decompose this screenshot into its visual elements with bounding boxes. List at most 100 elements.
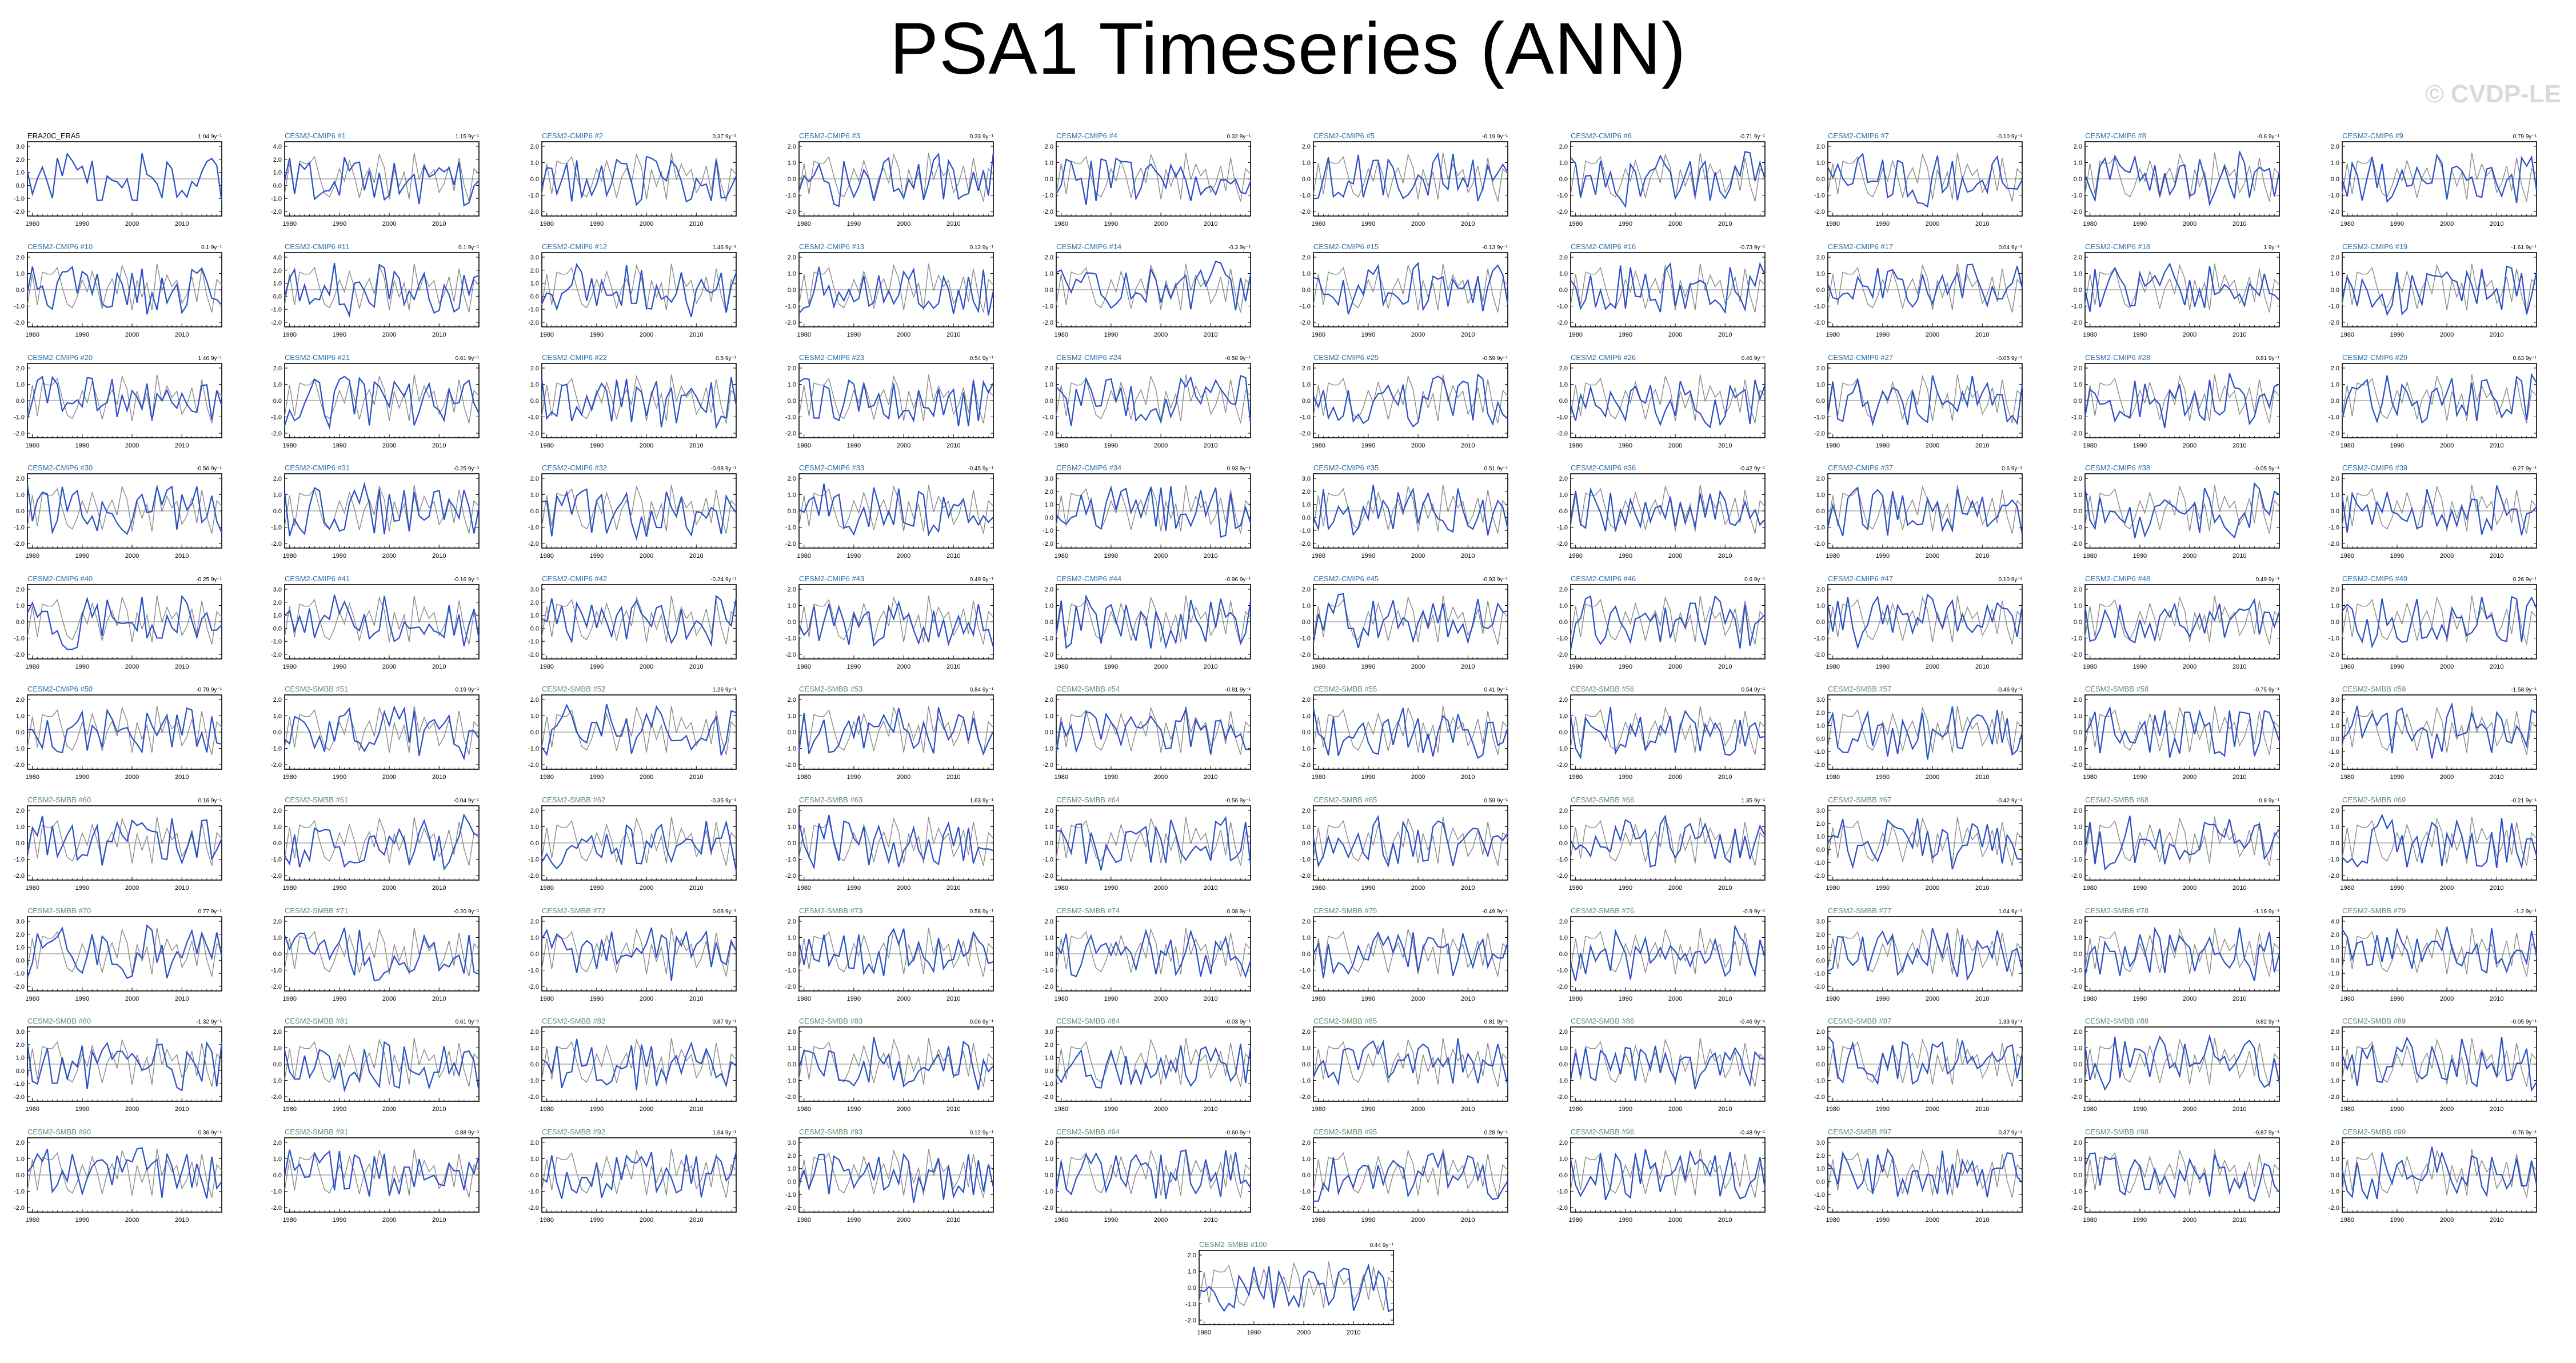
y-tick-label: 0.0	[1045, 619, 1053, 626]
y-tick-label: -1.0	[1300, 968, 1311, 974]
y-tick-label: 1.0	[530, 613, 539, 619]
y-tick-label: 1.0	[1559, 160, 1568, 167]
model-series-line	[798, 707, 994, 756]
y-tick-label: -2.0	[528, 762, 539, 769]
y-tick-label: -1.0	[271, 414, 282, 421]
y-tick-label: -1.0	[1557, 968, 1568, 974]
y-tick-label: 1.0	[1816, 723, 1825, 730]
y-tick-label: -2.0	[271, 209, 282, 215]
trend-label: -0.56 9y⁻¹	[1225, 798, 1251, 804]
x-tick-label: 1980	[797, 996, 810, 1002]
model-series-line	[2084, 482, 2280, 539]
x-tick-label: 1990	[1619, 442, 1632, 449]
y-tick-label: 1.0	[2331, 824, 2339, 831]
y-tick-label: 1.0	[1302, 824, 1311, 831]
panel-title: CESM2-CMIP6 #8	[2085, 131, 2146, 140]
x-tick-label: 1990	[590, 663, 604, 670]
trend-label: 1.26 9y⁻¹	[713, 687, 737, 693]
y-tick-label: 0.0	[273, 729, 282, 736]
x-tick-label: 2000	[1926, 442, 1939, 449]
y-tick-label: 1.0	[1816, 834, 1825, 841]
x-tick-label: 1980	[1311, 331, 1325, 338]
x-tick-label: 2000	[125, 774, 139, 781]
y-tick-label: 1.0	[2074, 160, 2082, 167]
y-tick-label: 2.0	[16, 365, 25, 372]
observed-series-line	[541, 374, 737, 423]
trend-label: -0.42 9y⁻¹	[1996, 798, 2022, 804]
trend-label: -0.45 9y⁻¹	[968, 466, 993, 472]
y-tick-label: 0.0	[788, 176, 796, 183]
x-tick-label: 2000	[2440, 774, 2454, 781]
x-tick-label: 1990	[590, 221, 604, 227]
panel-title: CESM2-SMBB #60	[27, 796, 91, 804]
model-series-line	[284, 705, 480, 761]
y-tick-label: -1.0	[1814, 749, 1825, 756]
y-tick-label: 0.0	[1816, 398, 1825, 405]
y-tick-label: 2.0	[788, 697, 796, 704]
x-tick-label: 1990	[1361, 885, 1375, 892]
y-tick-label: 0.0	[1559, 840, 1568, 847]
y-tick-label: 3.0	[16, 143, 25, 150]
y-tick-label: 0.0	[1816, 176, 1825, 183]
x-tick-label: 2010	[2232, 885, 2246, 892]
x-tick-label: 2000	[1411, 996, 1425, 1002]
y-tick-label: -1.0	[2329, 193, 2339, 199]
x-tick-label: 1980	[1054, 221, 1068, 227]
trend-label: 0.93 9y⁻¹	[1227, 466, 1251, 472]
y-tick-label: -1.0	[2071, 303, 2082, 310]
x-tick-label: 2010	[2232, 553, 2246, 559]
panel-title: CESM2-CMIP6 #29	[2342, 353, 2407, 362]
trend-label: 0.81 9y⁻¹	[2256, 355, 2280, 362]
y-tick-label: -2.0	[1300, 430, 1311, 437]
y-tick-label: -1.0	[271, 968, 282, 974]
y-tick-label: -1.0	[528, 638, 539, 645]
x-tick-label: 2010	[1461, 996, 1475, 1002]
y-tick-label: 3.0	[1816, 808, 1825, 814]
trend-label: 0.54 9y⁻¹	[970, 355, 994, 362]
x-tick-label: 2000	[1411, 885, 1425, 892]
model-series-line	[1827, 375, 2023, 427]
trend-label: -0.56 9y⁻¹	[196, 466, 222, 472]
x-tick-label: 2010	[689, 331, 703, 338]
trend-label: -0.04 9y⁻¹	[453, 798, 479, 804]
y-tick-label: 2.0	[530, 475, 539, 482]
panel-title: CESM2-CMIP6 #48	[2085, 574, 2150, 583]
x-tick-label: 1990	[2133, 885, 2147, 892]
x-tick-label: 2000	[1668, 442, 1682, 449]
x-tick-label: 1990	[2133, 774, 2147, 781]
y-tick-label: -1.0	[1043, 414, 1053, 421]
x-tick-label: 2000	[1926, 221, 1939, 227]
y-tick-label: 0.0	[1816, 846, 1825, 853]
y-tick-label: -2.0	[1814, 873, 1825, 880]
model-series-line	[26, 265, 222, 315]
y-tick-label: -2.0	[2329, 319, 2339, 326]
x-tick-label: 2010	[1461, 553, 1475, 559]
y-tick-label: 0.0	[788, 729, 796, 736]
x-tick-label: 2000	[1411, 663, 1425, 670]
model-series-line	[1312, 485, 1509, 537]
x-tick-label: 1990	[2133, 221, 2147, 227]
y-tick-label: -1.0	[1300, 303, 1311, 310]
y-tick-label: 2.0	[788, 365, 796, 372]
panel-title: CESM2-CMIP6 #39	[2342, 463, 2407, 472]
y-tick-label: 4.0	[273, 143, 282, 150]
trend-label: -0.42 9y⁻¹	[1739, 466, 1765, 472]
x-tick-label: 1990	[2390, 442, 2404, 449]
y-tick-label: -2.0	[1557, 430, 1568, 437]
observed-series-line	[541, 153, 737, 202]
x-tick-label: 1980	[1054, 331, 1068, 338]
x-tick-label: 2010	[1461, 774, 1475, 781]
x-tick-label: 1980	[282, 553, 296, 559]
y-tick-label: 1.0	[1045, 271, 1053, 278]
x-tick-label: 2000	[2440, 221, 2454, 227]
panel-title: CESM2-CMIP6 #26	[1571, 353, 1636, 362]
model-series-line	[2342, 702, 2537, 759]
y-tick-label: -2.0	[528, 873, 539, 880]
x-tick-label: 1980	[25, 996, 39, 1002]
y-tick-label: 1.0	[1045, 824, 1053, 831]
x-tick-label: 1990	[2133, 442, 2147, 449]
x-tick-label: 1990	[2390, 774, 2404, 781]
y-tick-label: -2.0	[785, 984, 796, 990]
observed-series-line	[27, 595, 222, 645]
